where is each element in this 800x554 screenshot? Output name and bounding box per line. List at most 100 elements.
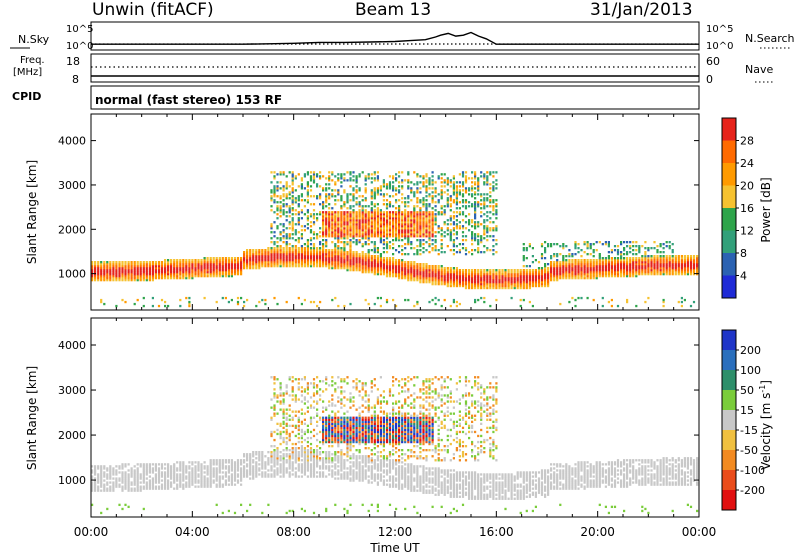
power-cell [434, 249, 437, 252]
power-cell [285, 261, 288, 264]
power-x-ticks [90, 114, 700, 310]
power-cell [337, 199, 340, 202]
power-cell [382, 193, 385, 196]
power-cell [647, 259, 650, 262]
power-cell [425, 249, 428, 252]
power-cell [540, 275, 544, 278]
power-cell [203, 271, 206, 274]
power-cell [385, 227, 389, 230]
power-cell [419, 281, 422, 284]
velocity-cell [294, 457, 297, 460]
power-cell [233, 261, 237, 264]
power-cell [461, 189, 465, 192]
power-cell [677, 265, 680, 268]
velocity-cell [91, 485, 94, 488]
power-cell [501, 279, 504, 282]
power-cell [373, 231, 376, 234]
velocity-cell [294, 426, 297, 430]
power-cell [285, 227, 288, 230]
velocity-cell [100, 479, 103, 482]
velocity-cell [303, 447, 306, 450]
power-cell [550, 275, 553, 278]
power-cell [416, 300, 419, 304]
power-cell [115, 261, 118, 264]
power-cell [358, 235, 361, 238]
power-cell [376, 175, 379, 178]
power-cell [516, 275, 519, 278]
power-cell [398, 239, 401, 242]
power-cell [592, 261, 595, 264]
power-cell [361, 229, 364, 232]
power-cell [604, 267, 607, 270]
velocity-cell [154, 479, 157, 482]
power-cell [346, 219, 349, 222]
power-cell [182, 263, 185, 266]
power-cell [440, 189, 443, 192]
power-cell [373, 219, 376, 222]
power-cell [629, 259, 632, 262]
power-cell [340, 247, 343, 250]
power-cell [568, 277, 571, 280]
power-cell [97, 261, 100, 264]
velocity-cell [176, 487, 179, 490]
power-cell [516, 269, 519, 272]
power-cell [346, 255, 349, 258]
power-cell [288, 249, 291, 252]
velocity-cell [273, 453, 276, 456]
power-cell [160, 263, 164, 266]
power-cell [404, 225, 407, 228]
power-cell [252, 259, 255, 262]
power-cell [522, 249, 525, 252]
power-cell [613, 273, 617, 276]
velocity-cell [136, 483, 139, 486]
power-cell [531, 304, 534, 308]
power-cell [270, 261, 273, 264]
velocity-cell [182, 467, 185, 470]
power-cell [309, 255, 313, 258]
power-cell [483, 197, 486, 200]
power-cell [349, 221, 352, 224]
power-cell [349, 173, 352, 176]
power-cell [650, 267, 653, 270]
power-cell [437, 177, 440, 180]
freq-panel-frame [90, 53, 700, 83]
velocity-cell [118, 467, 121, 470]
power-cell [537, 275, 541, 278]
power-cell [446, 181, 449, 184]
power-cell [398, 171, 401, 174]
power-cell [264, 253, 267, 256]
power-cell [325, 183, 328, 186]
power-cell [352, 211, 355, 214]
power-cell [188, 267, 191, 270]
power-cell [276, 302, 279, 306]
power-cell [662, 255, 665, 258]
velocity-cell [91, 475, 94, 478]
power-cell [468, 275, 471, 278]
power-cell [495, 187, 498, 190]
power-cell [328, 207, 331, 210]
power-cell [638, 265, 641, 268]
power-cell [689, 273, 693, 276]
power-cell [358, 261, 361, 264]
velocity-cell [109, 471, 112, 474]
power-cell [604, 243, 607, 246]
power-cell [404, 267, 407, 270]
power-cell [352, 263, 355, 266]
power-cell [303, 199, 306, 202]
power-cell [644, 300, 647, 304]
power-cell [282, 255, 285, 258]
power-cell [647, 249, 650, 252]
power-cell [492, 201, 495, 204]
power-cell [489, 187, 492, 190]
velocity-cell [154, 475, 157, 478]
power-cell [328, 251, 331, 254]
velocity-cell [285, 459, 288, 462]
power-cell [273, 257, 276, 260]
power-cell [440, 185, 443, 188]
power-cell [273, 211, 276, 214]
power-cell [404, 271, 407, 274]
velocity-cell [276, 461, 279, 464]
power-cell [492, 249, 495, 252]
power-cell [294, 239, 297, 242]
power-cell [322, 189, 325, 192]
